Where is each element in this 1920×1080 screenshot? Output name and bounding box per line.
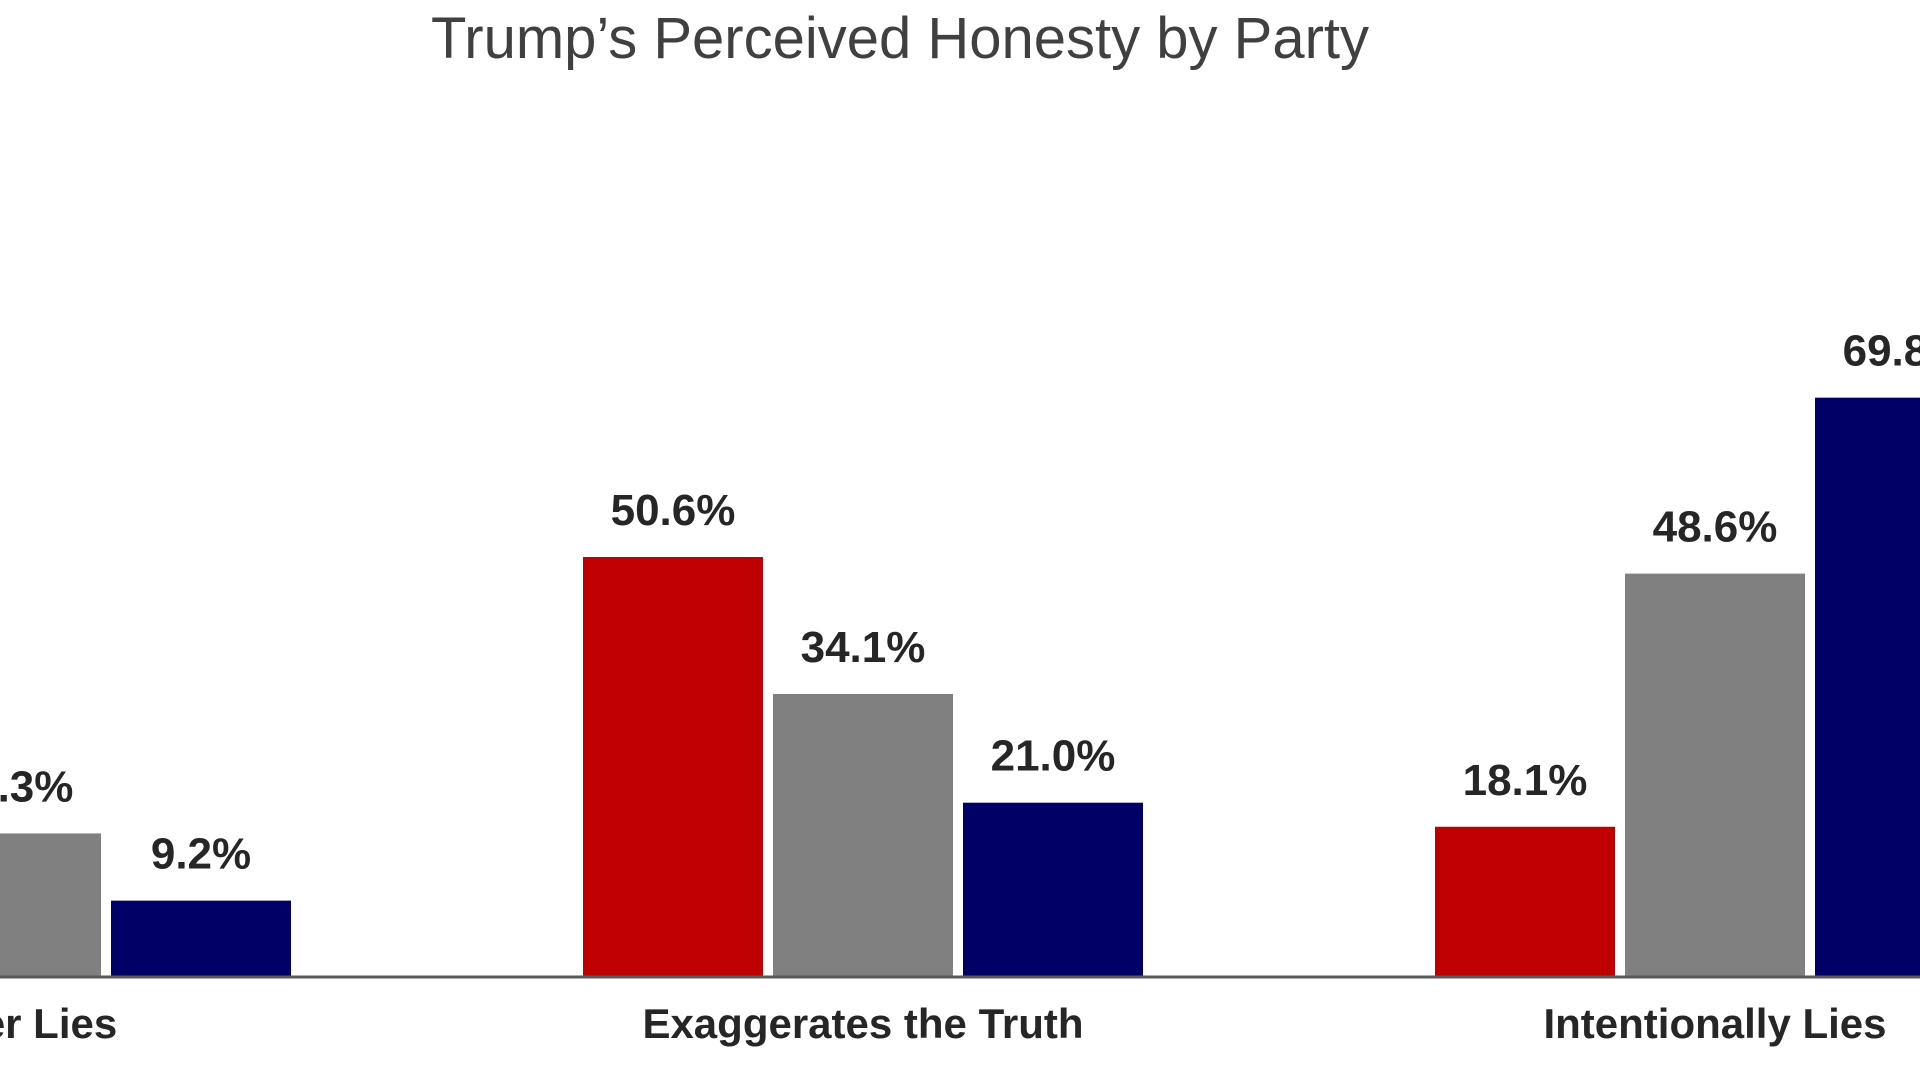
category-label: Exaggerates the Truth [642,1000,1083,1047]
bar-republicans-1 [583,557,763,977]
bar-democrats-0 [111,900,291,977]
data-label: 34.1% [801,623,926,672]
data-label: 9.2% [151,830,251,879]
bar-democrats-2 [1815,397,1920,977]
category-label: Intentionally Lies [1543,1000,1886,1047]
chart-title: Trump’s Perceived Honesty by Party [431,6,1369,71]
bar-independents-2 [1625,573,1805,977]
category-label: Never Lies [0,1000,117,1047]
bar-independents-1 [773,693,953,977]
data-label: 50.6% [611,486,736,535]
data-label: 21.0% [991,732,1116,781]
bar-democrats-1 [963,802,1143,977]
data-label: 69.8% [1843,327,1920,376]
bar-independents-0 [0,833,101,977]
data-label: 48.6% [1653,503,1778,552]
data-label: 18.1% [1463,756,1588,805]
bar-republicans-2 [1435,826,1615,977]
data-label: 17.3% [0,762,73,811]
